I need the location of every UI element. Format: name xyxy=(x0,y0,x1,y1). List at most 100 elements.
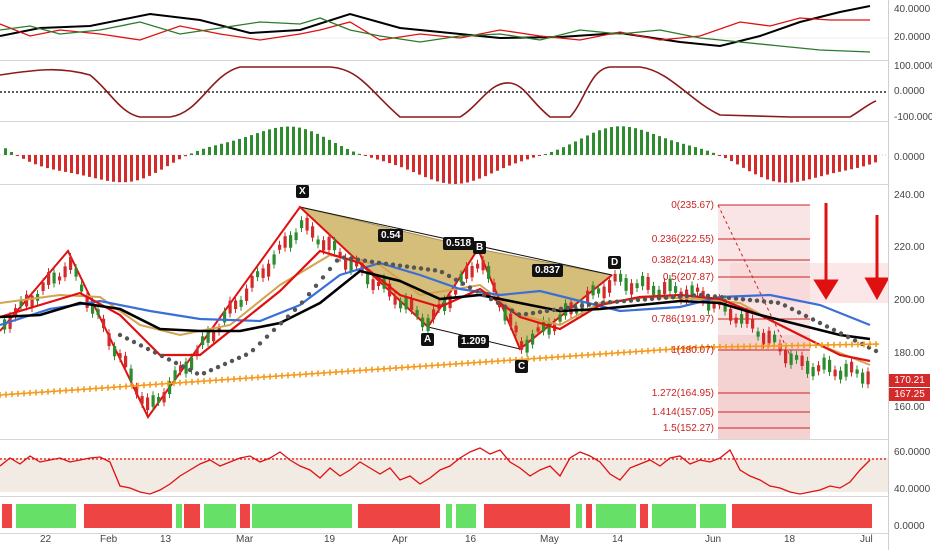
candle-body xyxy=(322,240,326,251)
ma-dot xyxy=(180,364,186,369)
signal-bar xyxy=(16,504,76,528)
ma-dot xyxy=(397,263,403,268)
ma-dot xyxy=(222,361,228,367)
candle-body xyxy=(140,396,144,404)
ma-dot xyxy=(523,311,529,317)
candle-body xyxy=(608,280,612,293)
candle-body xyxy=(635,283,639,289)
candle-body xyxy=(591,285,595,296)
signal-bar xyxy=(446,504,452,528)
ma-dot xyxy=(208,367,214,373)
ma-dot xyxy=(544,308,550,314)
histogram-bar xyxy=(664,138,667,155)
histogram-bar xyxy=(130,155,133,182)
histogram-bar xyxy=(142,155,145,179)
candle-body xyxy=(399,301,403,309)
indicator-pane-dmi[interactable] xyxy=(0,0,888,60)
axis-tick: 40.0000 xyxy=(894,4,931,15)
candle-body xyxy=(525,339,529,353)
candle-body xyxy=(223,311,227,323)
price-axis[interactable] xyxy=(888,0,932,550)
ma-dot xyxy=(600,300,606,305)
histogram-bar xyxy=(586,135,589,155)
candle-body xyxy=(129,368,133,382)
histogram-bar xyxy=(178,155,181,160)
ma-dot xyxy=(705,293,711,298)
histogram-bar xyxy=(832,155,835,174)
histogram-bar xyxy=(16,155,19,156)
fib-level-label: 0.236(222.55) xyxy=(651,234,714,245)
candle-body xyxy=(509,313,513,326)
candle-body xyxy=(850,361,854,373)
indicator-pane-oscillator[interactable] xyxy=(0,61,888,121)
ma-dot xyxy=(803,313,809,319)
histogram-bar xyxy=(394,155,397,166)
pattern-point-d: D xyxy=(608,256,622,269)
candle-body xyxy=(421,317,425,328)
ma-dot xyxy=(516,312,522,317)
time-label: 16 xyxy=(465,534,477,545)
candle-body xyxy=(426,318,430,332)
fib-level-label: 0.382(214.43) xyxy=(651,255,714,266)
ma-dot xyxy=(509,308,515,313)
candle-body xyxy=(624,278,628,291)
histogram-bar xyxy=(94,155,97,179)
candle-body xyxy=(195,348,199,356)
ma-dot xyxy=(656,296,662,301)
ma-dot xyxy=(334,258,340,263)
rsi-line xyxy=(0,447,888,495)
candle-body xyxy=(217,327,221,332)
main-price-chart[interactable] xyxy=(0,185,888,439)
histogram-bar xyxy=(196,150,199,155)
histogram-bar xyxy=(214,145,217,155)
signal-bar xyxy=(2,504,12,528)
ma-dot xyxy=(327,266,333,272)
histogram-bar xyxy=(232,140,235,155)
histogram-bars xyxy=(0,126,888,184)
candle-body xyxy=(839,370,843,380)
ma-dot xyxy=(306,292,312,297)
histogram-bar xyxy=(574,141,577,155)
indicator-pane-histogram[interactable] xyxy=(0,122,888,184)
histogram-bar xyxy=(550,151,553,155)
indicator-pane-rsi[interactable] xyxy=(0,440,888,496)
histogram-bar xyxy=(10,151,13,155)
candle-body xyxy=(762,332,766,345)
ma-dot xyxy=(663,295,669,300)
histogram-bar xyxy=(328,139,331,155)
candle-body xyxy=(586,290,590,304)
candle-body xyxy=(206,329,210,343)
candle-body xyxy=(806,360,810,374)
histogram-bar xyxy=(118,155,121,183)
histogram-bar xyxy=(610,127,613,155)
histogram-bar xyxy=(304,129,307,155)
histogram-bar xyxy=(316,133,319,155)
ma-dot xyxy=(124,336,130,341)
ma-dot xyxy=(754,298,760,303)
candle-body xyxy=(542,320,546,332)
ma-dot xyxy=(558,306,564,312)
pattern-point-a: A xyxy=(421,333,435,346)
candle-body xyxy=(333,240,337,251)
candle-body xyxy=(201,336,205,346)
ma-dot xyxy=(684,293,690,299)
ma-dot xyxy=(418,266,424,271)
ma-dot xyxy=(201,371,207,376)
candle-body xyxy=(47,272,51,286)
ma-dot xyxy=(677,294,683,299)
ma-dot xyxy=(628,298,634,303)
histogram-bar xyxy=(22,155,25,159)
ma-dot xyxy=(670,294,676,300)
candle-body xyxy=(261,268,265,278)
indicator-pane-signal[interactable] xyxy=(0,497,888,533)
ma-dot xyxy=(404,264,410,269)
histogram-bar xyxy=(76,155,79,175)
histogram-bar xyxy=(448,155,451,184)
candle-body xyxy=(371,279,375,291)
candle-body xyxy=(283,236,287,248)
ma-dot xyxy=(824,324,830,329)
candle-body xyxy=(96,309,100,316)
histogram-bar xyxy=(520,155,523,162)
histogram-bar xyxy=(538,155,541,156)
histogram-bar xyxy=(52,155,55,170)
